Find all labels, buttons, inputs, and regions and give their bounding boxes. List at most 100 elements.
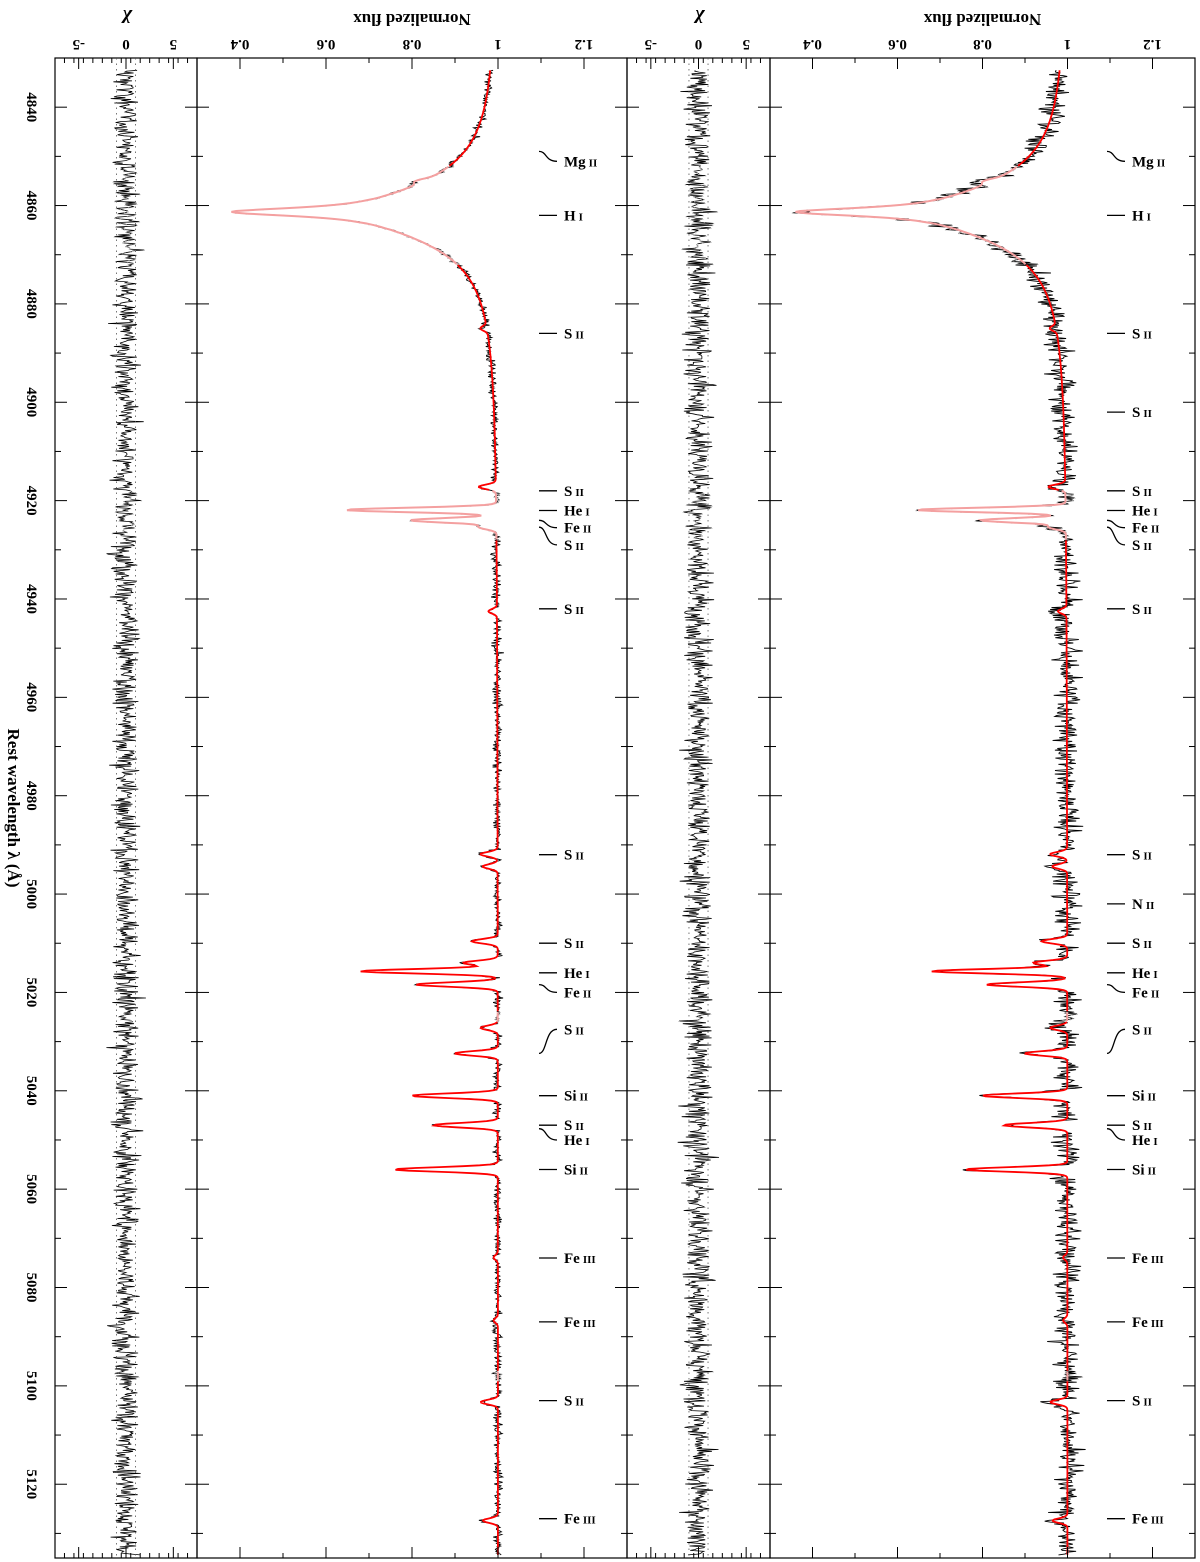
wavelength-tick-label: 5100 <box>23 1371 39 1401</box>
line-id-label: Fe II <box>564 985 591 1001</box>
line-id-label: Si II <box>564 1163 588 1179</box>
line-id-connector <box>1106 983 1126 994</box>
wavelength-tick-label: 5080 <box>23 1273 39 1303</box>
wavelength-tick-label: 4840 <box>23 92 39 122</box>
right-residuals <box>677 70 720 1556</box>
line-id-label: Mg II <box>564 154 597 170</box>
line-id-label: S II <box>564 484 584 500</box>
wavelength-tick-label: 4980 <box>23 781 39 811</box>
flux-tick-label: 1 <box>1064 36 1072 52</box>
axis-ticks <box>54 57 1196 1558</box>
wavelength-tick-label: 5040 <box>23 1076 39 1106</box>
left-model-excluded <box>231 165 499 1381</box>
line-id-label: S II <box>1132 602 1152 618</box>
line-id-label: S II <box>564 848 584 864</box>
flux-tick-label: 0.4 <box>803 36 822 52</box>
line-id-connector <box>538 526 558 546</box>
left-model-fit <box>360 70 499 1555</box>
line-id-connector <box>538 1128 558 1141</box>
line-id-connector <box>538 150 558 162</box>
wavelength-tick-label: 4940 <box>23 584 39 614</box>
chi-tick-label: -5 <box>645 36 658 52</box>
axis-labels: 4840 4860 4880 4900 4920 4940 4960 4980 5000 5020… <box>4 9 1162 1499</box>
line-id-label: He I <box>564 504 590 520</box>
left-excluded-data <box>232 166 502 1382</box>
right-flux-frame <box>769 57 1196 1559</box>
line-id-connector <box>1106 1028 1126 1055</box>
wavelength-tick-label: 4880 <box>23 289 39 319</box>
line-id-label: Fe III <box>564 1512 596 1528</box>
line-id-label: Si II <box>1132 1089 1156 1105</box>
line-id-label: Fe III <box>564 1251 596 1267</box>
line-id-connector <box>1106 150 1126 162</box>
wavelength-tick-label: 5120 <box>23 1469 39 1499</box>
line-id-label: Si II <box>1132 1163 1156 1179</box>
chi-axis-title: χ <box>120 9 133 30</box>
panel-frames <box>54 57 1196 1559</box>
flux-tick-label: 1.2 <box>575 36 594 52</box>
right-model-excluded <box>795 166 1069 1381</box>
line-id-label: S II <box>1132 405 1152 421</box>
right-model-fit <box>931 70 1069 1555</box>
flux-tick-label: 0.8 <box>403 36 422 52</box>
line-id-label: S II <box>1132 1022 1152 1038</box>
line-id-connector <box>538 1028 558 1055</box>
line-id-label: Fe III <box>1132 1251 1164 1267</box>
line-id-label: S II <box>564 1022 584 1038</box>
flux-tick-label: 0.6 <box>316 36 335 52</box>
line-id-label: S II <box>1132 936 1152 952</box>
chi-tick-label: 0 <box>695 36 703 52</box>
line-id-label: S II <box>1132 538 1152 554</box>
wavelength-tick-label: 4900 <box>23 387 39 417</box>
wavelength-tick-label: 4920 <box>23 486 39 516</box>
line-id-label: S II <box>564 538 584 554</box>
line-id-label: S II <box>564 1118 584 1134</box>
flux-tick-label: 0.8 <box>973 36 992 52</box>
chi-tick-label: -5 <box>72 36 85 52</box>
line-id-label: Si II <box>564 1089 588 1105</box>
wavelength-tick-label: 5020 <box>23 977 39 1007</box>
flux-tick-label: 1 <box>494 36 502 52</box>
line-id-label: Fe II <box>564 521 591 537</box>
line-id-label: S II <box>1132 484 1152 500</box>
line-id-label: He I <box>564 966 590 982</box>
flux-axis-title: Normalized flux <box>353 10 471 29</box>
line-id-label: Fe III <box>1132 1315 1164 1331</box>
line-id-label: S II <box>564 602 584 618</box>
line-id-label: Fe III <box>1132 1512 1164 1528</box>
line-id-connector <box>538 983 558 994</box>
line-id-label: He I <box>1132 504 1158 520</box>
left-residuals <box>106 69 146 1556</box>
flux-tick-label: 1.2 <box>1143 36 1162 52</box>
line-id-connector <box>1106 526 1126 546</box>
line-id-connector <box>1106 519 1126 529</box>
chi-tick-label: 0 <box>122 36 130 52</box>
line-id-label: S II <box>564 1394 584 1410</box>
wavelength-tick-label: 5060 <box>23 1174 39 1204</box>
line-id-label: He I <box>1132 1133 1158 1149</box>
line-id-label: Fe II <box>1132 985 1159 1001</box>
line-id-label: He I <box>564 1133 590 1149</box>
line-id-label: N II <box>1132 897 1154 913</box>
left-flux-frame <box>196 57 628 1559</box>
left-observed-spectrum <box>232 69 505 1556</box>
line-id-label: Mg II <box>1132 154 1165 170</box>
chi-tick-label: 5 <box>170 36 178 52</box>
wavelength-tick-label: 4960 <box>23 682 39 712</box>
line-id-label: S II <box>564 936 584 952</box>
line-id-label: Fe II <box>1132 521 1159 537</box>
line-id-label: Fe III <box>564 1315 596 1331</box>
right-residuals-excluded <box>678 166 719 1382</box>
line-id-label: He I <box>1132 966 1158 982</box>
chi-axis-title: χ <box>693 9 706 30</box>
line-id-label: S II <box>1132 1394 1152 1410</box>
wavelength-tick-label: 5000 <box>23 879 39 909</box>
line-id-connector <box>538 519 558 529</box>
line-id-label: S II <box>1132 848 1152 864</box>
flux-tick-label: 0.6 <box>888 36 907 52</box>
line-id-label: S II <box>1132 1118 1152 1134</box>
